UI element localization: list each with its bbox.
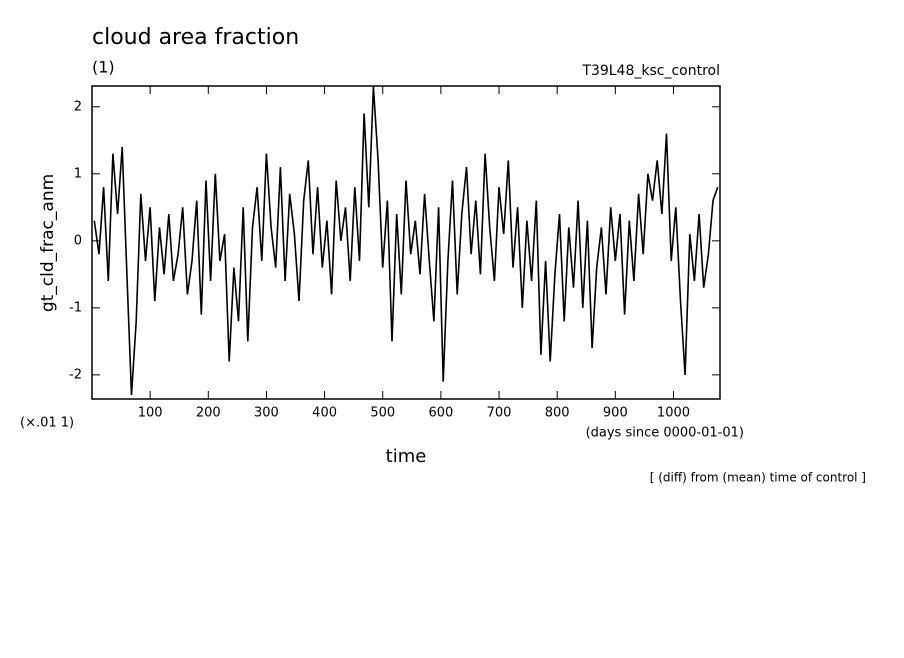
plot-frame — [91, 85, 721, 400]
x-tick-label: 1000 — [657, 406, 690, 421]
x-tick-label: 700 — [487, 406, 512, 421]
x-tick-label: 500 — [370, 406, 395, 421]
x-tick-label: 200 — [196, 406, 221, 421]
y-tick-label: 1 — [74, 166, 82, 181]
y-tick-label: -2 — [69, 367, 82, 382]
y-unit: (×.01 1) — [20, 416, 74, 431]
data-line — [93, 86, 719, 396]
y-tick-label: 2 — [74, 99, 82, 114]
x-tick-label: 800 — [545, 406, 570, 421]
x-tick-label: 400 — [312, 406, 337, 421]
y-tick-label: 0 — [74, 233, 82, 248]
x-unit: (days since 0000-01-01) — [586, 426, 744, 441]
note: [ (diff) from (mean) time of control ] — [650, 471, 866, 485]
x-tick-label: 300 — [254, 406, 279, 421]
chart-title: cloud area fraction — [92, 25, 299, 50]
x-tick-label: 100 — [138, 406, 163, 421]
x-tick-label: 600 — [428, 406, 453, 421]
y-tick-label: -1 — [69, 300, 82, 315]
x-axis-label: time — [386, 446, 427, 467]
y-axis-label: gt_cld_frac_anm — [38, 174, 58, 312]
x-tick-label: 900 — [603, 406, 628, 421]
experiment-label: T39L48_ksc_control — [581, 63, 720, 79]
chart-subtitle: (1) — [92, 58, 115, 77]
